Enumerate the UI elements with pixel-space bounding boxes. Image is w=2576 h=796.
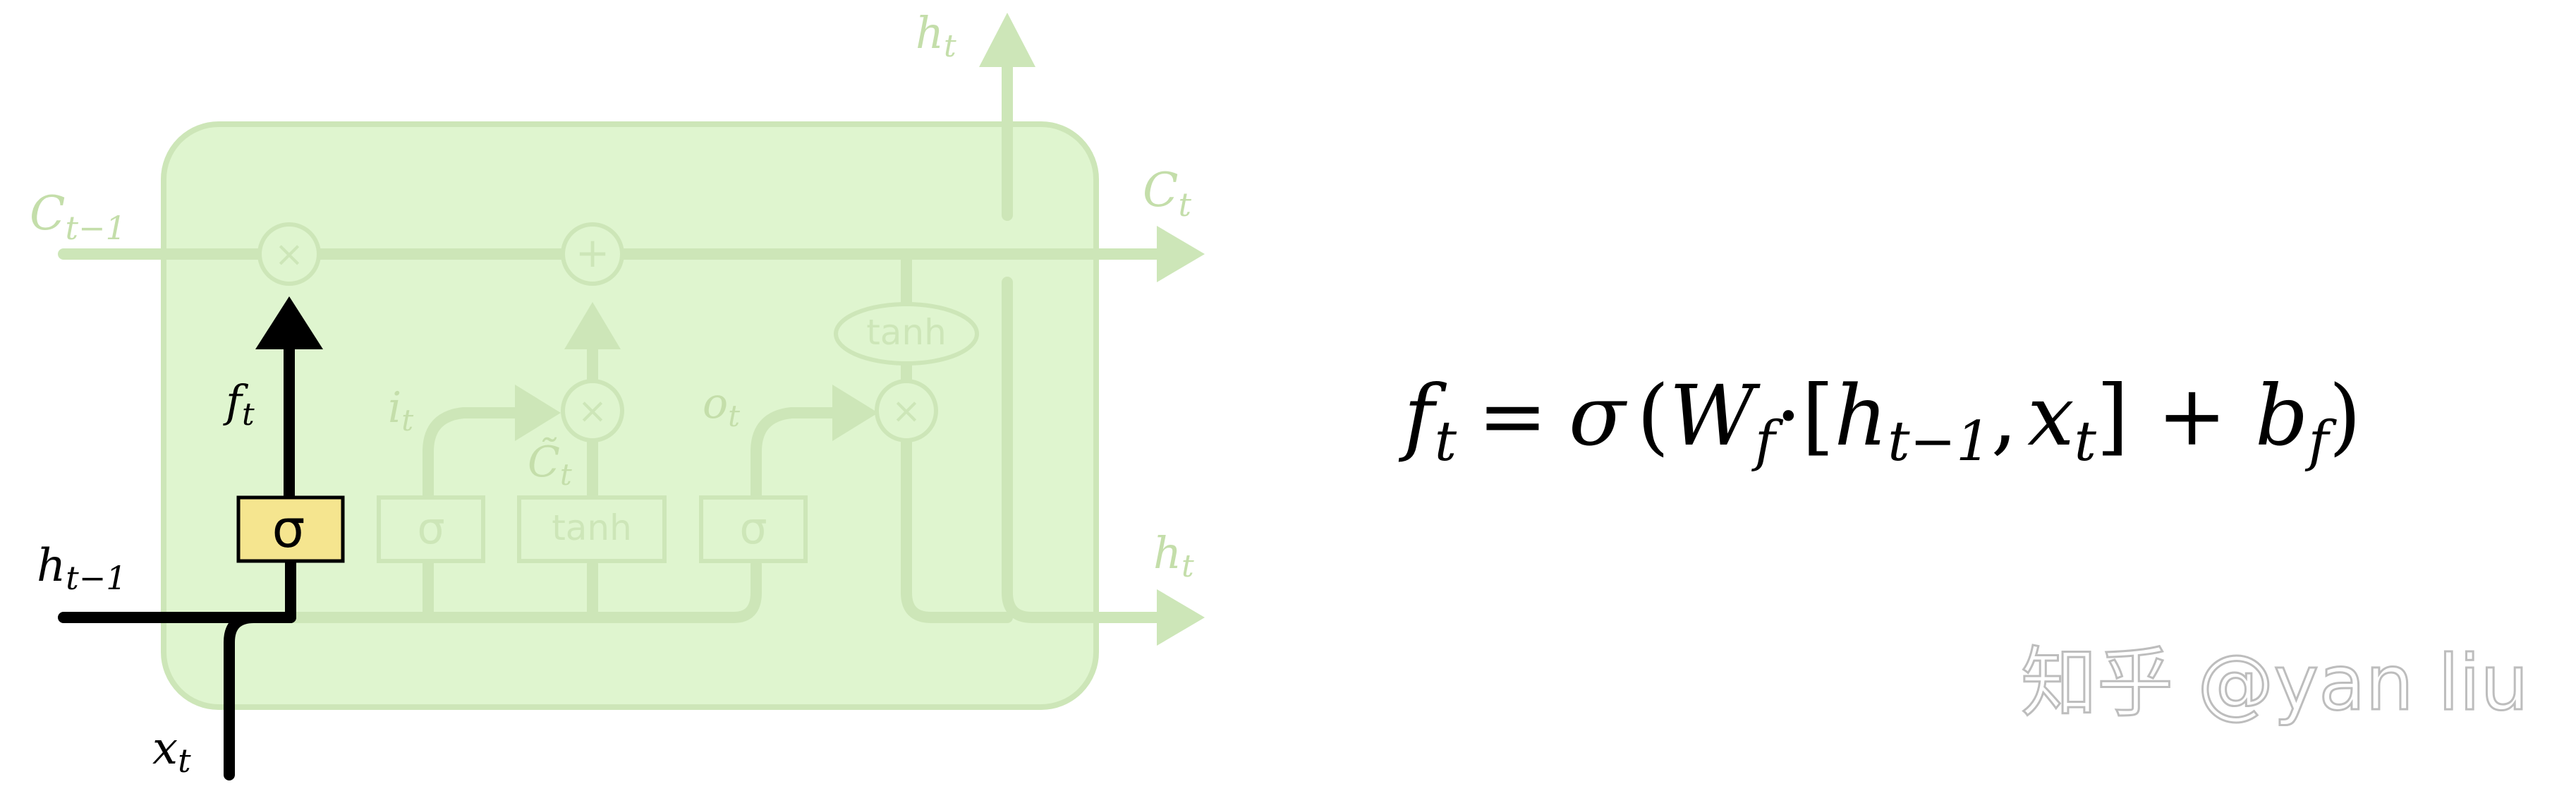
o-gate-label: ot <box>703 379 740 433</box>
forget-sigma-box <box>236 495 345 563</box>
o-gate-arrowhead <box>832 385 878 441</box>
faded-connections <box>58 61 1168 623</box>
c-prev-label: Ct−1 <box>30 186 126 247</box>
i-gate-arrowhead <box>515 385 561 441</box>
forget-gate-path <box>58 337 296 780</box>
f-output-arrowhead <box>255 296 323 349</box>
add-symbol: + <box>576 229 610 277</box>
tanh-output-node <box>834 302 979 366</box>
c-next-label: Ct <box>1143 163 1192 224</box>
h-prev-label: ht−1 <box>37 540 127 597</box>
faded-op-nodes <box>257 222 979 563</box>
add-node <box>561 222 624 286</box>
h-right-label: ht <box>1153 527 1194 584</box>
x-input-line <box>224 612 296 780</box>
tanh-output-label: tanh <box>866 312 947 353</box>
tanh-box <box>517 495 667 563</box>
tanh-box-label: tanh <box>552 507 632 548</box>
output-multiply-symbol: × <box>892 390 921 431</box>
candidate-up-arrowhead <box>564 302 621 349</box>
input-multiply-symbol: × <box>578 390 607 431</box>
faded-arrowheads <box>515 13 1205 646</box>
forget-multiply-symbol: × <box>274 234 304 275</box>
forget-gate-equation: ft = σ (Wf·[ht−1, xt] + bf) <box>1398 367 2361 474</box>
watermark: 知乎 @yan liu <box>2021 639 2529 728</box>
i-gate-label: it <box>388 383 413 438</box>
output-multiply-node <box>875 379 938 442</box>
i-sigma-label: σ <box>417 502 444 554</box>
h-top-arrowhead <box>979 13 1035 67</box>
o-sigma-box <box>699 495 808 563</box>
o-sigma-label: σ <box>739 502 767 554</box>
i-sigma-box <box>377 495 485 563</box>
forget-sigma-label: σ <box>272 499 305 560</box>
forget-multiply-node <box>257 222 321 286</box>
c-tilde-label: C̃t <box>528 437 572 492</box>
h-right-arrowhead <box>1157 589 1205 646</box>
input-multiply-node <box>561 379 624 442</box>
cell-state-out-arrowhead <box>1157 226 1205 282</box>
h-top-label: ht <box>916 7 956 64</box>
x-input-label: xt <box>152 723 191 780</box>
